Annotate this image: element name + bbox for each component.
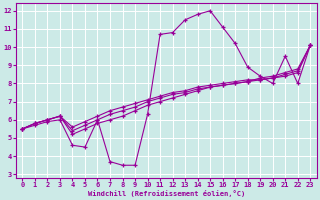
- X-axis label: Windchill (Refroidissement éolien,°C): Windchill (Refroidissement éolien,°C): [88, 190, 245, 197]
